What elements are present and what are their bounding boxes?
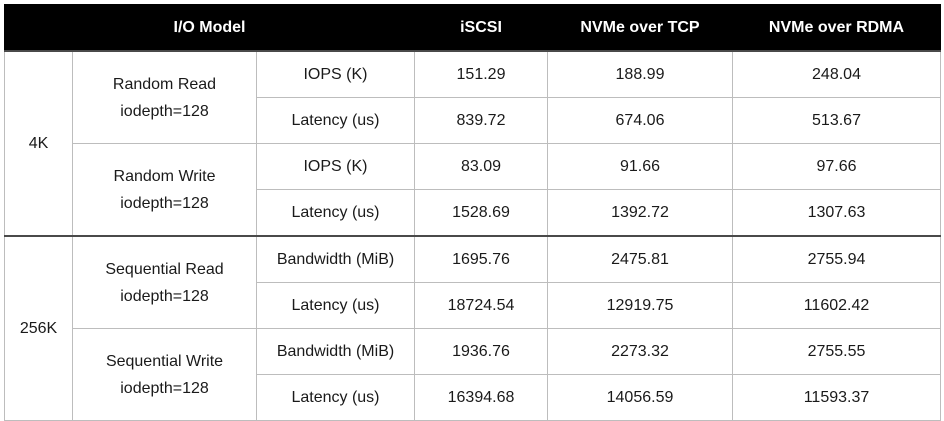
value-nvme-tcp: 14056.59 — [547, 374, 733, 421]
test-name-line1: Random Read — [112, 75, 217, 93]
metric-label: Latency (us) — [256, 189, 415, 237]
test-name-line1: Sequential Read — [105, 260, 224, 278]
value-iscsi: 83.09 — [414, 143, 548, 190]
value-nvme-rdma: 97.66 — [732, 143, 941, 190]
table-row: Random Write iodepth=128 IOPS (K) 83.09 … — [5, 143, 941, 237]
test-name-line1: Random Write — [113, 167, 216, 185]
metric-label: Latency (us) — [256, 97, 415, 144]
test-name-cell: Sequential Read iodepth=128 — [72, 235, 257, 329]
test-name-line2: iodepth=128 — [120, 194, 209, 212]
header-nvme-tcp: NVMe over TCP — [547, 4, 733, 52]
table-row: Latency (us) 18724.54 12919.75 11602.42 — [5, 282, 941, 329]
value-nvme-rdma: 248.04 — [732, 50, 941, 98]
test-name-cell: Random Write iodepth=128 — [72, 143, 257, 237]
block-size-cell: 4K — [4, 50, 73, 237]
header-row: I/O Model iSCSI NVMe over TCP NVMe over … — [4, 4, 941, 52]
metric-label: IOPS (K) — [256, 143, 415, 190]
header-nvme-rdma: NVMe over RDMA — [732, 4, 941, 52]
metric-label: Bandwidth (MiB) — [256, 328, 415, 375]
value-iscsi: 1528.69 — [414, 189, 548, 237]
value-iscsi: 839.72 — [414, 97, 548, 144]
value-nvme-tcp: 2273.32 — [547, 328, 733, 375]
value-iscsi: 1936.76 — [414, 328, 548, 375]
value-nvme-rdma: 11602.42 — [732, 282, 941, 329]
test-name-line1: Sequential Write — [105, 352, 224, 370]
metric-label: IOPS (K) — [256, 50, 415, 98]
value-nvme-rdma: 1307.63 — [732, 189, 941, 237]
table-row: Latency (us) 1528.69 1392.72 1307.63 — [5, 189, 941, 237]
test-name-line2: iodepth=128 — [120, 379, 209, 397]
value-nvme-tcp: 188.99 — [547, 50, 733, 98]
value-nvme-tcp: 1392.72 — [547, 189, 733, 237]
value-nvme-tcp: 674.06 — [547, 97, 733, 144]
test-name-cell: Random Read iodepth=128 — [72, 50, 257, 144]
header-iscsi: iSCSI — [414, 4, 548, 52]
value-nvme-rdma: 2755.94 — [732, 235, 941, 283]
metric-label: Latency (us) — [256, 282, 415, 329]
metric-label: Latency (us) — [256, 374, 415, 421]
test-name-line2: iodepth=128 — [120, 287, 209, 305]
value-iscsi: 16394.68 — [414, 374, 548, 421]
value-nvme-rdma: 513.67 — [732, 97, 941, 144]
value-nvme-tcp: 12919.75 — [547, 282, 733, 329]
value-iscsi: 151.29 — [414, 50, 548, 98]
header-io-model: I/O Model — [4, 4, 415, 52]
test-name-line2: iodepth=128 — [120, 102, 209, 120]
value-iscsi: 1695.76 — [414, 235, 548, 283]
value-nvme-rdma: 11593.37 — [732, 374, 941, 421]
table-row: 4K Random Read iodepth=128 IOPS (K) 151.… — [4, 50, 941, 237]
value-nvme-tcp: 2475.81 — [547, 235, 733, 283]
test-name-cell: Sequential Write iodepth=128 — [72, 328, 257, 421]
value-iscsi: 18724.54 — [414, 282, 548, 329]
benchmark-table: I/O Model iSCSI NVMe over TCP NVMe over … — [4, 4, 941, 421]
table-row: Latency (us) 16394.68 14056.59 11593.37 — [5, 374, 941, 421]
value-nvme-tcp: 91.66 — [547, 143, 733, 190]
benchmark-table-wrapper: I/O Model iSCSI NVMe over TCP NVMe over … — [4, 4, 941, 421]
metric-label: Bandwidth (MiB) — [256, 235, 415, 283]
table-row: 256K Sequential Read iodepth=128 Bandwid… — [4, 235, 941, 421]
block-size-cell: 256K — [4, 235, 73, 421]
table-row: Sequential Write iodepth=128 Bandwidth (… — [5, 328, 941, 421]
table-row: Latency (us) 839.72 674.06 513.67 — [5, 97, 941, 144]
value-nvme-rdma: 2755.55 — [732, 328, 941, 375]
